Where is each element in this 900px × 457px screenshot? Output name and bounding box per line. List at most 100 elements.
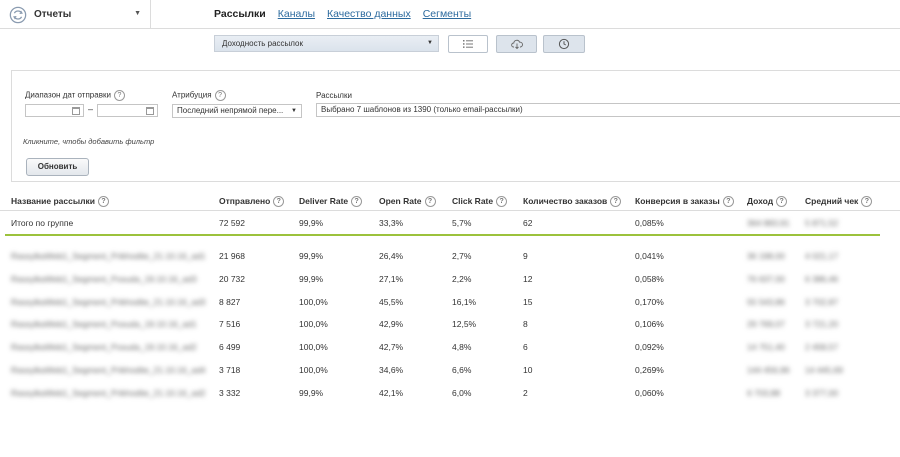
history-button[interactable] bbox=[543, 35, 585, 53]
column-header-deliver-rate[interactable]: Deliver Rate? bbox=[299, 196, 363, 208]
help-icon[interactable]: ? bbox=[273, 196, 285, 208]
cell-click-rate: 6,0% bbox=[452, 388, 472, 398]
date-from-input[interactable] bbox=[25, 104, 84, 117]
cell-sent: 7 516 bbox=[219, 319, 241, 329]
export-button[interactable] bbox=[496, 35, 537, 53]
chevron-down-icon: ▼ bbox=[427, 40, 433, 46]
attribution-label: Атрибуция? bbox=[172, 90, 226, 101]
cell-click-rate: 4,8% bbox=[452, 342, 472, 352]
cell-sent: 21 968 bbox=[219, 251, 245, 261]
cell-name[interactable]: RassylkaWeb1_Segment_Prikhodite_21.10.16… bbox=[11, 297, 206, 307]
help-icon[interactable]: ? bbox=[776, 196, 788, 208]
cell-name[interactable]: RassylkaWeb1_Segment_Prikhodite_21.10.16… bbox=[11, 251, 206, 261]
cell-avg-check: 3 721,20 bbox=[805, 319, 839, 329]
column-header-conversion[interactable]: Конверсия в заказы? bbox=[635, 196, 734, 208]
cell-conversion: 0,060% bbox=[635, 388, 664, 398]
nav-item-channels[interactable]: Каналы bbox=[277, 8, 316, 20]
nav-item-mailings[interactable]: Рассылки bbox=[214, 8, 266, 20]
cell-conversion: 0,170% bbox=[635, 297, 664, 307]
column-header-orders[interactable]: Количество заказов? bbox=[523, 196, 622, 208]
cell-open-rate: 45,5% bbox=[379, 297, 404, 307]
cell-name[interactable]: RassylkaWeb1_Segment_Posuda_19.10.16_ad3 bbox=[11, 274, 197, 284]
cell-revenue: 76 637,00 bbox=[747, 274, 785, 284]
add-filter-hint[interactable]: Кликните, чтобы добавить фильтр bbox=[23, 137, 155, 146]
calendar-icon[interactable] bbox=[146, 107, 154, 115]
cell-name[interactable]: RassylkaWeb1_Segment_Prikhodite_21.10.16… bbox=[11, 365, 206, 375]
help-icon[interactable]: ? bbox=[424, 196, 436, 208]
chevron-down-icon: ▼ bbox=[134, 10, 141, 17]
column-header-open-rate[interactable]: Open Rate? bbox=[379, 196, 436, 208]
cell-orders: 9 bbox=[523, 251, 528, 261]
cell-open-rate: 42,7% bbox=[379, 342, 404, 352]
cell-conversion: 0,269% bbox=[635, 365, 664, 375]
cell-orders: 15 bbox=[523, 297, 533, 307]
app-switcher[interactable]: Отчеты ▼ bbox=[0, 0, 151, 29]
cell-open-rate: 42,9% bbox=[379, 319, 404, 329]
cell-name[interactable]: RassylkaWeb1_Segment_Posuda_19.10.16_ad1 bbox=[11, 319, 197, 329]
help-icon[interactable]: ? bbox=[496, 196, 508, 208]
cell-sent: 3 332 bbox=[219, 388, 241, 398]
report-select-value: Доходность рассылок bbox=[222, 39, 303, 48]
help-icon[interactable]: ? bbox=[351, 196, 363, 208]
help-icon[interactable]: ? bbox=[861, 196, 873, 208]
calendar-icon[interactable] bbox=[72, 107, 80, 115]
cell-revenue: 29 769,07 bbox=[747, 319, 785, 329]
refresh-button[interactable]: Обновить bbox=[26, 158, 89, 176]
date-to-input[interactable] bbox=[97, 104, 158, 117]
cloud-download-icon bbox=[510, 39, 523, 50]
mailings-label: Рассылки bbox=[316, 91, 352, 100]
total-label: Итого по группе bbox=[11, 218, 74, 228]
refresh-logo-icon bbox=[9, 6, 27, 23]
cell-avg-check: 3 377,00 bbox=[805, 388, 839, 398]
cell-deliver-rate: 99,9% bbox=[299, 251, 324, 261]
cell-revenue: 144 456,96 bbox=[747, 365, 790, 375]
clock-icon bbox=[558, 38, 570, 50]
top-bar: Отчеты ▼ Рассылки Каналы Качество данных… bbox=[0, 0, 900, 29]
cell-name[interactable]: RassylkaWeb1_Segment_Posuda_19.10.16_ad2 bbox=[11, 342, 197, 352]
cell-deliver-rate: 100,0% bbox=[299, 297, 328, 307]
column-header-click-rate[interactable]: Click Rate? bbox=[452, 196, 508, 208]
total-deliver-rate: 99,9% bbox=[299, 218, 324, 228]
cell-deliver-rate: 100,0% bbox=[299, 365, 328, 375]
cell-conversion: 0,092% bbox=[635, 342, 664, 352]
cell-click-rate: 12,5% bbox=[452, 319, 477, 329]
cell-sent: 3 718 bbox=[219, 365, 241, 375]
total-divider bbox=[5, 234, 880, 236]
column-header-name[interactable]: Название рассылки? bbox=[11, 196, 109, 208]
filter-panel: Диапазон дат отправки? – Атрибуция? Посл… bbox=[11, 70, 900, 182]
cell-orders: 6 bbox=[523, 342, 528, 352]
attribution-select[interactable]: Последний непрямой пере... ▼ bbox=[172, 104, 302, 118]
cell-revenue: 6 703,88 bbox=[747, 388, 781, 398]
nav-item-segments[interactable]: Сегменты bbox=[422, 8, 472, 20]
cell-deliver-rate: 100,0% bbox=[299, 342, 328, 352]
columns-button[interactable] bbox=[448, 35, 488, 53]
nav-item-data-quality[interactable]: Качество данных bbox=[327, 8, 411, 20]
cell-avg-check: 2 458,57 bbox=[805, 342, 839, 352]
column-header-revenue[interactable]: Доход? bbox=[747, 196, 788, 208]
help-icon[interactable]: ? bbox=[610, 196, 622, 208]
help-icon[interactable]: ? bbox=[98, 196, 109, 208]
cell-orders: 8 bbox=[523, 319, 528, 329]
report-select[interactable]: Доходность рассылок ▼ bbox=[214, 35, 439, 52]
header-divider bbox=[0, 210, 900, 211]
column-header-avg-check[interactable]: Средний чек? bbox=[805, 196, 873, 208]
cell-click-rate: 6,6% bbox=[452, 365, 472, 375]
total-orders: 62 bbox=[523, 218, 533, 228]
column-header-sent[interactable]: Отправлено? bbox=[219, 196, 285, 208]
cell-deliver-rate: 99,9% bbox=[299, 388, 324, 398]
cell-avg-check: 4 021,17 bbox=[805, 251, 839, 261]
cell-name[interactable]: RassylkaWeb1_Segment_Prikhodite_21.10.16… bbox=[11, 388, 206, 398]
list-icon bbox=[463, 40, 473, 48]
mailings-select[interactable]: Выбрано 7 шаблонов из 1390 (только email… bbox=[316, 103, 900, 117]
total-sent: 72 592 bbox=[219, 218, 245, 228]
help-icon[interactable]: ? bbox=[722, 196, 734, 208]
cell-revenue: 36 198,00 bbox=[747, 251, 785, 261]
cell-sent: 8 827 bbox=[219, 297, 241, 307]
cell-deliver-rate: 99,9% bbox=[299, 274, 324, 284]
help-icon[interactable]: ? bbox=[113, 90, 125, 101]
cell-avg-check: 3 702,87 bbox=[805, 297, 839, 307]
cell-revenue: 14 751,40 bbox=[747, 342, 785, 352]
total-open-rate: 33,3% bbox=[379, 218, 404, 228]
chevron-down-icon: ▼ bbox=[291, 108, 297, 114]
help-icon[interactable]: ? bbox=[214, 90, 226, 101]
